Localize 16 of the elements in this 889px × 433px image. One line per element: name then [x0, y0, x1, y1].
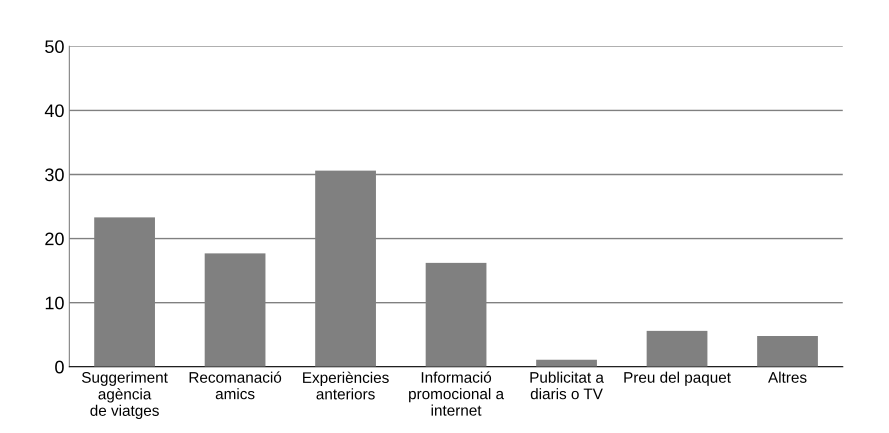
y-tick-label: 10 — [46, 296, 64, 310]
bar — [536, 360, 597, 367]
y-tick-label: 0 — [55, 360, 64, 374]
bar — [646, 330, 708, 367]
y-tick-label: 50 — [45, 40, 64, 54]
x-tick-label: Altres — [768, 372, 806, 383]
x-tick-label: Recomanació amics — [190, 371, 282, 400]
bar — [757, 336, 818, 367]
y-tick-label: 20 — [45, 232, 64, 246]
x-tick-label: Publicitat a diaris o TV — [530, 372, 604, 400]
x-tick-label: Experiències anteriors — [303, 372, 389, 400]
x-tick-label: Preu del paquet — [624, 372, 731, 386]
y-tick-label: 40 — [44, 104, 64, 118]
x-tick-label: Informació promocional a internet — [409, 371, 504, 416]
x-tick-label: Suggeriment agència de viatges — [82, 372, 168, 419]
y-tick-label: 30 — [45, 168, 64, 182]
